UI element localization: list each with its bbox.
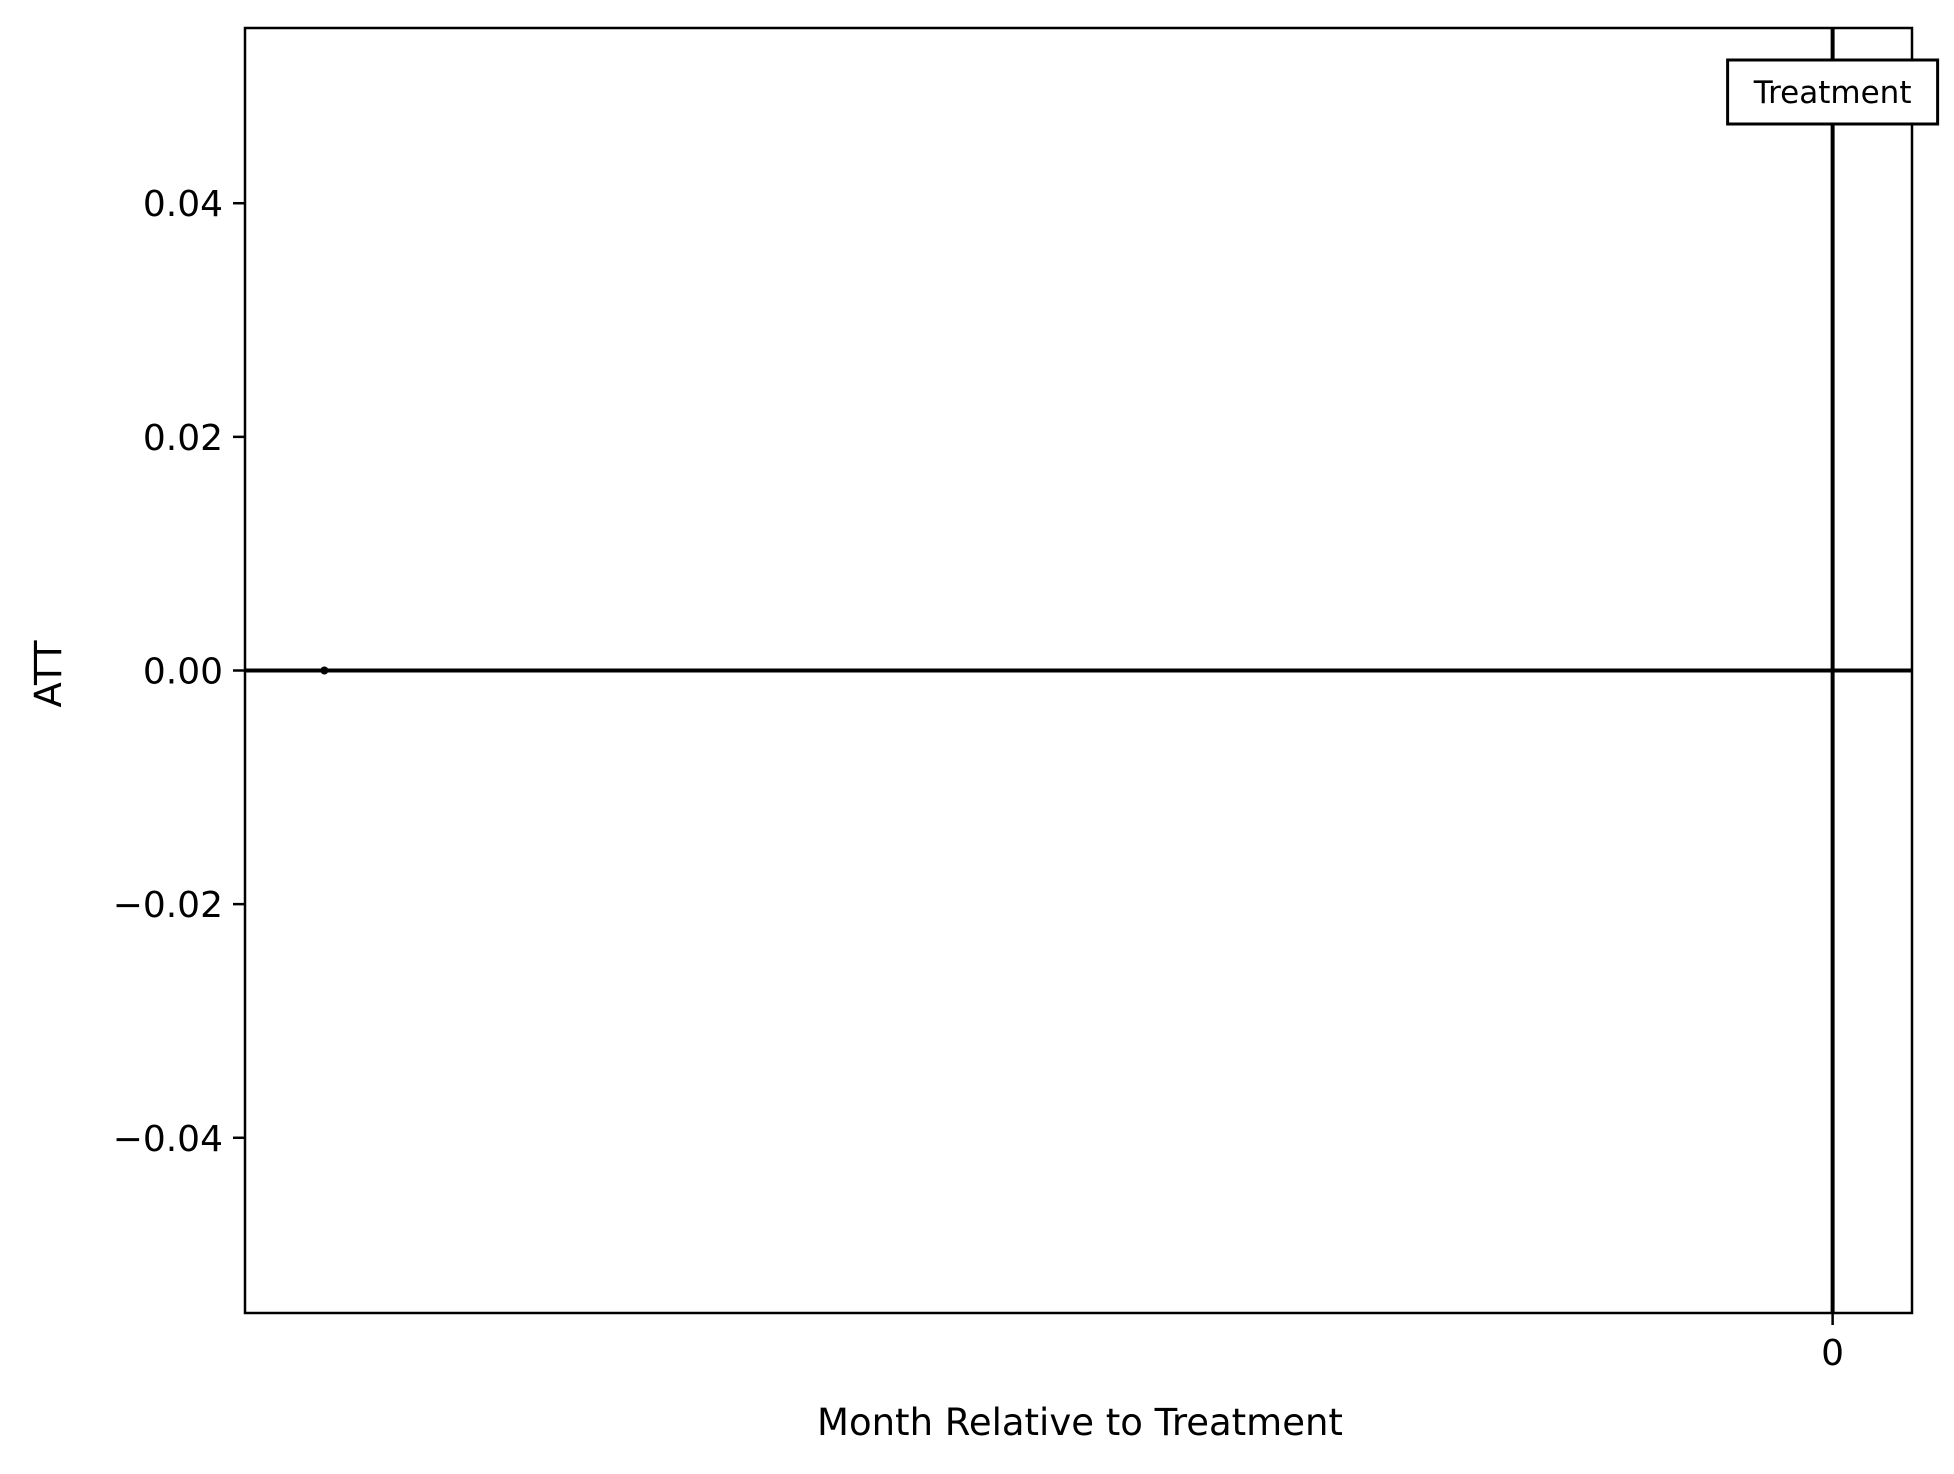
y-axis-label: ATT bbox=[27, 640, 70, 707]
x-tick-label-0: 0 bbox=[1821, 1333, 1844, 1374]
y-tick-label-3: 0.02 bbox=[143, 418, 223, 459]
x-axis-label: Month Relative to Treatment bbox=[817, 1401, 1343, 1444]
annotation-label: Treatment bbox=[1753, 75, 1912, 111]
plot-area: −0.04 −0.02 0.00 0.02 0.04 0 Treatment bbox=[113, 26, 1940, 1374]
annotation-box bbox=[1726, 58, 1940, 126]
data-point-0 bbox=[320, 666, 329, 675]
y-tick-label-0: −0.04 bbox=[113, 1119, 223, 1160]
y-tick-label-2: 0.00 bbox=[143, 652, 223, 693]
y-tick-label-1: −0.02 bbox=[113, 885, 223, 926]
y-tick-label-4: 0.04 bbox=[143, 184, 223, 225]
